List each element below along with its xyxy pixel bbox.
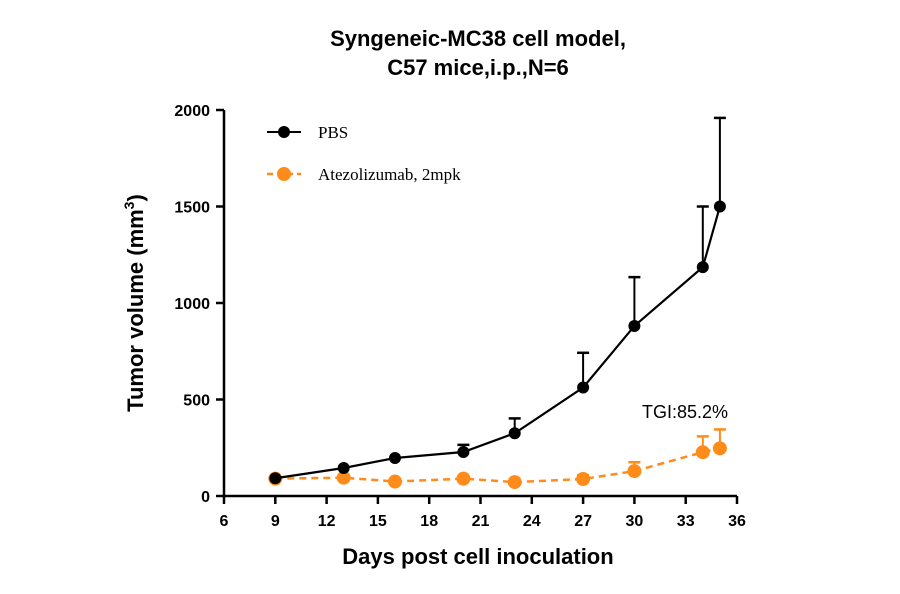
legend-pbs-label: PBS <box>318 123 348 142</box>
x-tick-label: 21 <box>472 513 490 530</box>
x-tick-label: 30 <box>626 513 644 530</box>
x-tick-label: 15 <box>369 513 387 530</box>
data-point <box>388 474 402 489</box>
y-tick-label: 500 <box>183 393 210 410</box>
data-point <box>577 381 590 394</box>
data-point <box>576 472 591 487</box>
data-point <box>457 445 470 458</box>
legend-atezolizumab-label: Atezolizumab, 2mpk <box>318 165 461 184</box>
data-point <box>696 261 709 274</box>
data-point <box>695 445 710 460</box>
x-tick-label: 36 <box>728 513 746 530</box>
data-point <box>628 319 641 332</box>
x-axis-label: Days post cell inoculation <box>342 544 613 569</box>
data-point <box>389 451 401 464</box>
y-tick-label: 2000 <box>174 103 210 120</box>
legend-atezolizumab-marker <box>277 167 291 181</box>
x-tick-label: 18 <box>420 513 438 530</box>
legend-pbs-marker <box>278 126 290 138</box>
data-point <box>337 462 350 475</box>
data-point <box>712 441 727 456</box>
y-tick-label: 1500 <box>174 200 210 217</box>
y-axis-label: Tumor volume (mm3) <box>121 194 148 412</box>
x-tick-label: 27 <box>574 513 592 530</box>
y-tick-label: 0 <box>201 489 210 506</box>
x-tick-label: 12 <box>318 513 336 530</box>
data-point <box>713 200 726 213</box>
chart-title-line1: Syngeneic-MC38 cell model, <box>330 26 626 51</box>
data-point <box>456 471 471 486</box>
data-point <box>507 475 522 490</box>
data-point <box>269 472 282 485</box>
x-tick-label: 9 <box>271 513 280 530</box>
y-tick-label: 1000 <box>174 296 210 313</box>
data-point <box>627 464 642 479</box>
chart-title-line2: C57 mice,i.p.,N=6 <box>387 55 569 80</box>
series-0 <box>269 116 726 485</box>
tgi-annotation: TGI:85.2% <box>642 402 728 422</box>
data-point <box>336 470 351 485</box>
data-point <box>508 427 521 440</box>
series-line <box>275 206 721 480</box>
series-1 <box>268 428 727 490</box>
x-tick-label: 6 <box>220 513 229 530</box>
x-tick-label: 24 <box>523 513 541 530</box>
series-line <box>275 447 721 484</box>
x-tick-label: 33 <box>677 513 695 530</box>
legend: PBS Atezolizumab, 2mpk <box>267 123 461 184</box>
